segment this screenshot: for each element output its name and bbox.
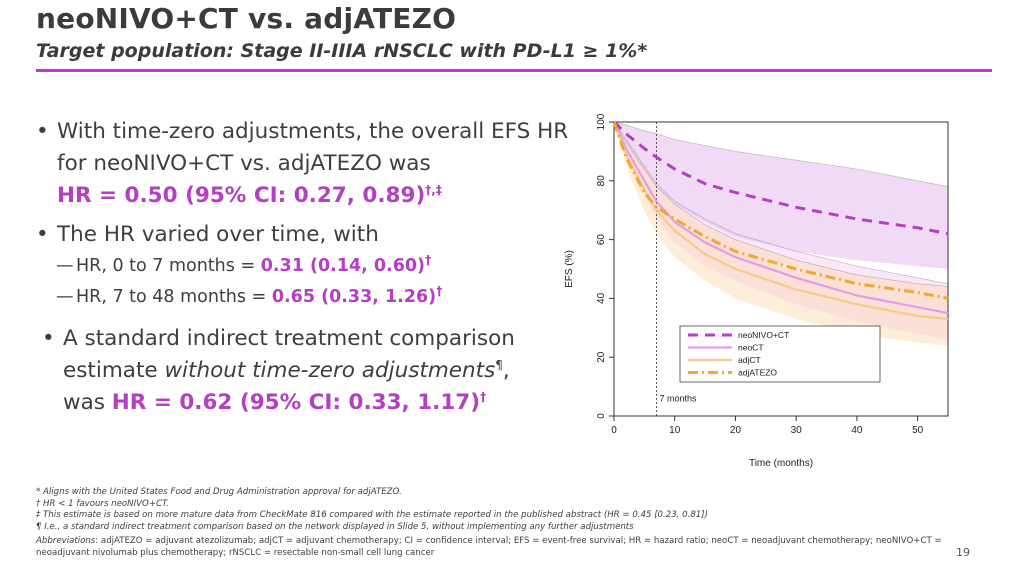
sub-bullet-0-7: — HR, 0 to 7 months = 0.31 (0.14, 0.60)† — [36, 251, 576, 282]
footnote-hr-favours: † HR < 1 favours neoNIVO+CT. — [36, 498, 169, 509]
bullet-list: • With time-zero adjustments, the overal… — [36, 116, 576, 419]
overall-hr-value: HR = 0.50 (95% CI: 0.27, 0.89) — [57, 183, 426, 208]
ci-band-adjct — [614, 122, 948, 346]
sub-bullet-label: HR, 7 to 48 months = — [76, 287, 272, 307]
y-tick-label: 100 — [596, 113, 607, 130]
ci-band-neonivo-ct — [614, 122, 948, 269]
footnotes: * Aligns with the United States Food and… — [36, 487, 976, 559]
bullet-dot-icon: • — [36, 222, 49, 247]
ci-upper-line — [613, 121, 949, 187]
series-line-adjatezo — [612, 121, 949, 300]
bullet-text: The HR varied over time, with — [57, 222, 379, 247]
sub-bullet-label: HR, 0 to 7 months = — [76, 256, 261, 276]
legend-label: adjATEZO — [738, 368, 777, 378]
ci-upper-line — [613, 121, 949, 284]
bullet-italic-text: without time-zero adjustments — [164, 358, 496, 383]
abbreviations-label: Abbreviations — [36, 536, 96, 546]
page-number: 19 — [956, 546, 970, 559]
series-line-neoct — [612, 121, 949, 315]
x-tick-label: 10 — [669, 425, 681, 436]
title-divider — [36, 69, 992, 72]
ci-upper-line — [613, 121, 949, 287]
bullet-text: was — [63, 390, 112, 415]
legend-label: neoCT — [738, 343, 764, 353]
x-tick-label: 40 — [851, 425, 863, 436]
legend-label: neoNIVO+CT — [738, 330, 789, 340]
bullet-hr-varied: • The HR varied over time, with — [36, 219, 576, 251]
plot-frame — [613, 121, 949, 417]
y-tick-label: 80 — [596, 175, 607, 187]
footnote-mark: † — [436, 284, 443, 299]
x-tick-label: 30 — [791, 425, 803, 436]
overall-hr-footnote-mark: †,‡ — [425, 182, 442, 197]
y-tick-label: 0 — [596, 413, 607, 419]
sub-bullet-7-48: — HR, 7 to 48 months = 0.65 (0.33, 1.26)… — [36, 282, 576, 313]
dash-icon: — — [56, 287, 74, 307]
y-tick-label: 60 — [596, 234, 607, 246]
footnote-standard-itc: ¶ I.e., a standard indirect treatment co… — [36, 521, 634, 532]
footnote-mark: † — [480, 389, 487, 404]
slide-title: neoNIVO+CT vs. adjATEZO — [36, 2, 457, 35]
efs-chart: 7 months 0 10 20 30 40 50 0 20 40 60 80 100 Time (mon… — [564, 113, 949, 469]
y-tick-label: 20 — [596, 351, 607, 363]
bullet-dot-icon: • — [42, 326, 55, 351]
series-line-neonivo-ct — [612, 120, 949, 236]
y-tick-label: 40 — [596, 292, 607, 304]
y-axis-label: EFS (%) — [564, 250, 575, 288]
hr-7-48-value: 0.65 (0.33, 1.26) — [271, 287, 437, 307]
hr-0-7-value: 0.31 (0.14, 0.60) — [260, 256, 426, 276]
legend-label: adjCT — [738, 355, 761, 365]
footnote-fda: * Aligns with the United States Food and… — [36, 487, 402, 497]
x-tick-label: 0 — [611, 425, 617, 436]
x-tick-label: 50 — [912, 425, 924, 436]
comma: , — [502, 358, 510, 383]
bullet-dot-icon: • — [36, 119, 49, 144]
bullet-text: A standard indirect treatment comparison… — [63, 326, 515, 383]
x-tick-label: 20 — [730, 425, 742, 436]
footnote-mark: † — [425, 253, 432, 268]
bullet-text: With time-zero adjustments, the overall … — [57, 119, 569, 176]
abbreviations: Abbreviations: adjATEZO = adjuvant atezo… — [36, 536, 976, 559]
standard-itc-hr-value: HR = 0.62 (95% CI: 0.33, 1.17) — [111, 390, 481, 415]
slide-subtitle: Target population: Stage II-IIIA rNSCLC … — [36, 40, 648, 62]
abbreviations-text: : adjATEZO = adjuvant atezolizumab; adjC… — [36, 536, 942, 558]
bullet-overall-hr: • With time-zero adjustments, the overal… — [36, 116, 576, 212]
bullet-standard-itc: • A standard indirect treatment comparis… — [42, 323, 582, 419]
dash-icon: — — [56, 256, 74, 276]
footnote-mature-data: ‡ This estimate is based on more mature … — [36, 510, 708, 520]
x-axis-label: Time (months) — [749, 458, 813, 469]
footnote-mark: ¶ — [495, 357, 503, 372]
vline-label: 7 months — [660, 393, 698, 403]
